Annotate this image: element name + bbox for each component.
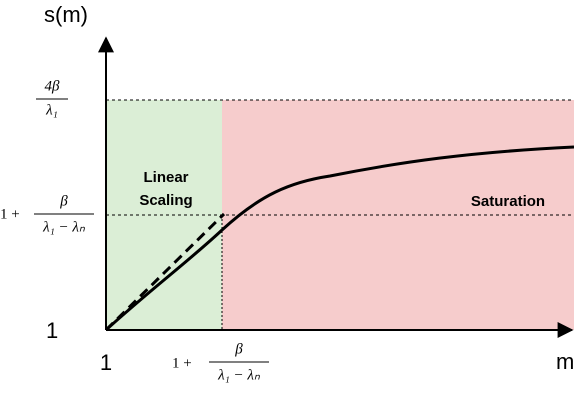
y-origin-label: 1 [46,318,58,343]
y-tick-denominator: λ₁ [45,102,58,118]
x-tick-denominator: λ₁ − λₙ [217,367,261,383]
linear-asymptote [104,212,226,332]
y-tick-prefix: 1 + [0,206,20,222]
curve [104,145,574,332]
x-tick-numerator: β [234,341,243,357]
y-tick-numerator: 4β [45,78,61,94]
y-tick-denominator: λ₁ − λₙ [42,219,86,235]
y-tick-numerator: β [59,193,68,209]
region-label: Scaling [139,192,192,209]
region-label: Saturation [471,193,545,210]
x-tick-prefix: 1 + [172,355,192,371]
x-origin-label: 1 [100,350,112,375]
y-axis-label: s(m) [44,2,88,27]
region-label: Linear [143,169,188,186]
x-axis-label: m [556,349,574,374]
